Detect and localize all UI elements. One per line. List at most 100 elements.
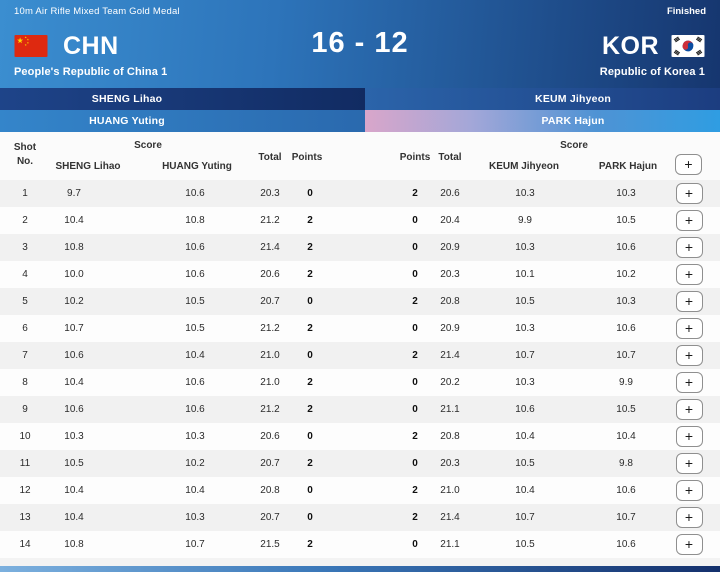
cell-away-points: 2 <box>412 350 418 361</box>
cell-home-p1-score: 10.4 <box>64 512 84 523</box>
cell-home-total: 21.2 <box>260 404 280 415</box>
cell-home-total: 20.7 <box>260 512 280 523</box>
spacer <box>320 261 400 288</box>
expand-row-button[interactable]: + <box>675 183 703 204</box>
cell-away-p1-score: 10.3 <box>515 377 535 388</box>
spacer <box>320 531 400 558</box>
cell-home-p2-score: 10.6 <box>185 188 205 199</box>
expand-row-button[interactable]: + <box>675 507 703 528</box>
expand-row-button[interactable]: + <box>675 291 703 312</box>
expand-row-button[interactable]: + <box>675 318 703 339</box>
cell-home-points: 2 <box>307 323 313 334</box>
table-row: 2 10.4 10.8 21.2 2 0 20.4 9.9 10.5 + <box>0 207 720 234</box>
cell-home-p1-score: 10.4 <box>64 377 84 388</box>
expand-row-button[interactable]: + <box>675 453 703 474</box>
table-row: 1 9.7 10.6 20.3 0 2 20.6 10.3 10.3 + <box>0 180 720 207</box>
table-row: 12 10.4 10.4 20.8 0 2 21.0 10.4 10.6 + <box>0 477 720 504</box>
athlete-name-bars: SHENG Lihao KEUM Jihyeon HUANG Yuting PA… <box>0 88 720 132</box>
cell-home-p2-score: 10.8 <box>185 215 205 226</box>
spacer <box>98 450 150 477</box>
cell-shot-number: 13 <box>19 512 31 523</box>
cell-home-points: 2 <box>307 377 313 388</box>
expand-row-button[interactable]: + <box>675 237 703 258</box>
cell-away-p2-score: 10.5 <box>616 404 636 415</box>
cell-home-points: 2 <box>307 269 313 280</box>
cell-shot-number: 4 <box>22 269 28 280</box>
expand-row-button[interactable]: + <box>675 399 703 420</box>
cell-away-total: 20.6 <box>440 188 460 199</box>
col-away-score-group: Score <box>560 140 588 151</box>
expand-all-button[interactable]: + <box>675 154 702 175</box>
cell-away-p2-score: 10.6 <box>616 539 636 550</box>
cell-away-total: 20.8 <box>440 296 460 307</box>
cell-home-total: 21.4 <box>260 242 280 253</box>
cell-home-p2-score: 10.2 <box>185 458 205 469</box>
spacer <box>320 234 400 261</box>
expand-row-button[interactable]: + <box>675 264 703 285</box>
col-away-athlete-2: PARK Hajun <box>598 161 658 172</box>
team-away: KOR <box>600 31 705 78</box>
expand-row-button[interactable]: + <box>675 426 703 447</box>
cell-home-total: 21.0 <box>260 350 280 361</box>
cell-away-p1-score: 10.5 <box>515 539 535 550</box>
cell-shot-number: 11 <box>19 458 31 469</box>
cell-home-points: 0 <box>307 296 313 307</box>
spacer <box>320 423 400 450</box>
cell-away-p2-score: 10.5 <box>616 215 636 226</box>
cell-away-p1-score: 9.9 <box>518 215 532 226</box>
cell-away-p2-score: 10.7 <box>616 512 636 523</box>
expand-row-button[interactable]: + <box>675 372 703 393</box>
cell-away-p1-score: 10.4 <box>515 485 535 496</box>
cell-home-points: 2 <box>307 539 313 550</box>
cell-shot-number: 6 <box>22 323 28 334</box>
expand-row-button[interactable]: + <box>675 480 703 501</box>
table-row: 8 10.4 10.6 21.0 2 0 20.2 10.3 9.9 + <box>0 369 720 396</box>
table-row: 14 10.8 10.7 21.5 2 0 21.1 10.5 10.6 + <box>0 531 720 558</box>
expand-row-button[interactable]: + <box>675 534 703 555</box>
expand-row-button[interactable]: + <box>675 345 703 366</box>
table-header: Shot No. Score SHENG Lihao HUANG Yuting … <box>0 132 720 180</box>
spacer <box>320 396 400 423</box>
cell-home-total: 20.8 <box>260 485 280 496</box>
col-home-points: Points <box>291 152 323 163</box>
cell-away-p2-score: 9.9 <box>619 377 633 388</box>
cell-away-total: 21.0 <box>440 485 460 496</box>
cell-away-total: 21.1 <box>440 539 460 550</box>
table-row: 4 10.0 10.6 20.6 2 0 20.3 10.1 10.2 + <box>0 261 720 288</box>
col-away-points: Points <box>399 152 431 163</box>
cell-away-total: 20.4 <box>440 215 460 226</box>
spacer <box>320 180 400 207</box>
cell-away-points: 2 <box>412 296 418 307</box>
cell-away-total: 20.9 <box>440 242 460 253</box>
spacer <box>98 423 150 450</box>
cell-away-points: 0 <box>412 458 418 469</box>
spacer <box>320 315 400 342</box>
cell-home-p1-score: 10.5 <box>64 458 84 469</box>
cell-home-points: 0 <box>307 431 313 442</box>
spacer <box>320 207 400 234</box>
spacer <box>98 315 150 342</box>
cell-home-p2-score: 10.3 <box>185 431 205 442</box>
spacer <box>98 369 150 396</box>
status-badge: Finished <box>666 5 706 17</box>
col-shot-no: Shot No. <box>13 142 37 167</box>
cell-away-p1-score: 10.5 <box>515 296 535 307</box>
cell-away-points: 0 <box>412 269 418 280</box>
cell-away-points: 2 <box>412 188 418 199</box>
cell-away-p2-score: 10.7 <box>616 350 636 361</box>
cell-home-p1-score: 10.8 <box>64 539 84 550</box>
cell-home-points: 2 <box>307 242 313 253</box>
table-row: 10 10.3 10.3 20.6 0 2 20.8 10.4 10.4 + <box>0 423 720 450</box>
spacer <box>320 504 400 531</box>
expand-row-button[interactable]: + <box>675 210 703 231</box>
shots-table: Shot No. Score SHENG Lihao HUANG Yuting … <box>0 132 720 572</box>
cell-shot-number: 12 <box>19 485 31 496</box>
cell-home-points: 0 <box>307 350 313 361</box>
spacer <box>98 396 150 423</box>
col-home-athlete-1: SHENG Lihao <box>55 161 121 172</box>
cell-home-p1-score: 10.6 <box>64 404 84 415</box>
home-athlete-1: SHENG Lihao <box>91 93 163 105</box>
spacer <box>320 450 400 477</box>
cell-home-total: 21.5 <box>260 539 280 550</box>
cell-home-p1-score: 10.3 <box>64 431 84 442</box>
